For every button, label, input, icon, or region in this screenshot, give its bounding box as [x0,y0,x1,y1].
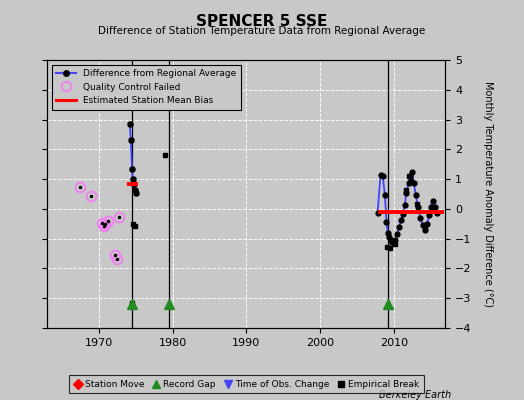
Legend: Station Move, Record Gap, Time of Obs. Change, Empirical Break: Station Move, Record Gap, Time of Obs. C… [69,376,424,394]
Text: Berkeley Earth: Berkeley Earth [378,390,451,400]
Text: Difference of Station Temperature Data from Regional Average: Difference of Station Temperature Data f… [99,26,425,36]
Legend: Difference from Regional Average, Quality Control Failed, Estimated Station Mean: Difference from Regional Average, Qualit… [52,64,241,110]
Text: SPENCER 5 SSE: SPENCER 5 SSE [196,14,328,29]
Y-axis label: Monthly Temperature Anomaly Difference (°C): Monthly Temperature Anomaly Difference (… [483,81,493,307]
